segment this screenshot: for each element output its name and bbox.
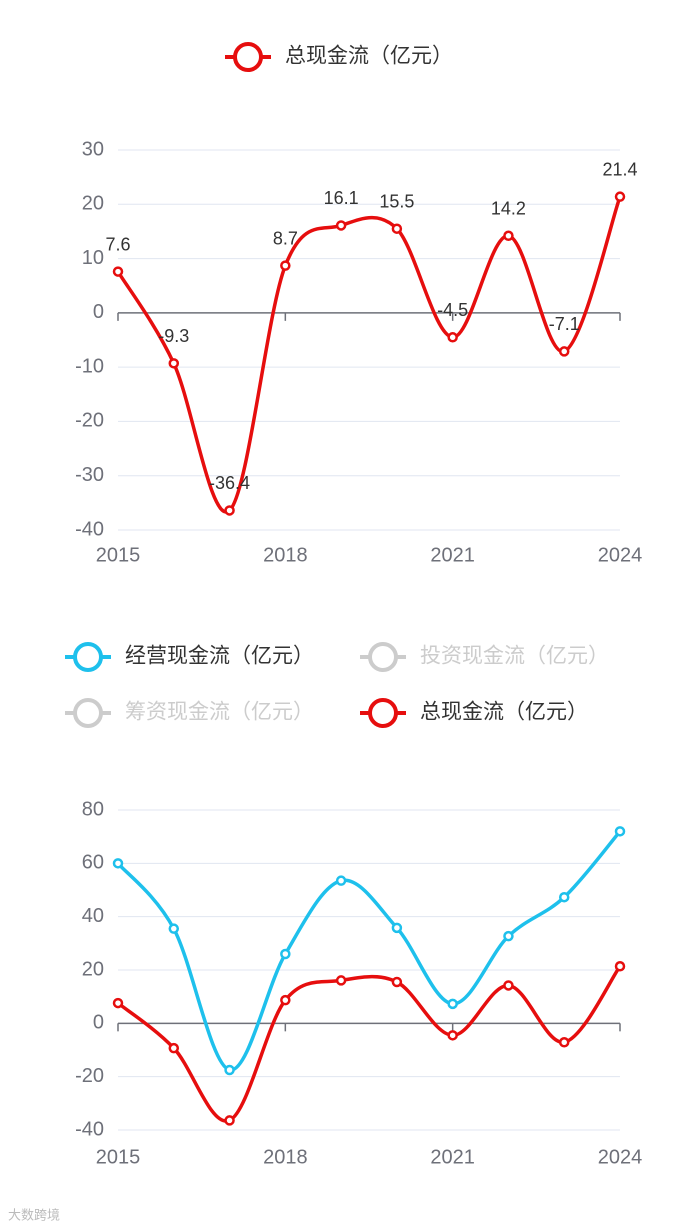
y-tick-label: 80 bbox=[82, 798, 104, 820]
data-point bbox=[112, 997, 124, 1009]
series-line bbox=[116, 830, 622, 1072]
x-tick-label: 2015 bbox=[96, 1146, 141, 1168]
data-point bbox=[391, 223, 403, 234]
data-point bbox=[335, 975, 347, 986]
data-label: 8.7 bbox=[273, 228, 298, 248]
y-tick-label: 0 bbox=[93, 1012, 104, 1034]
data-point bbox=[280, 948, 291, 960]
y-tick-label: 0 bbox=[93, 301, 104, 323]
legend-marker bbox=[73, 698, 103, 728]
y-tick-label: -20 bbox=[75, 410, 104, 432]
data-point bbox=[168, 923, 180, 934]
legend-marker bbox=[368, 642, 398, 672]
y-tick-label: -30 bbox=[75, 464, 104, 486]
legend-item[interactable]: 经营现金流（亿元） bbox=[65, 642, 314, 672]
data-point bbox=[558, 346, 570, 357]
data-point bbox=[503, 930, 514, 942]
data-point bbox=[168, 1042, 180, 1054]
data-point bbox=[447, 998, 458, 1010]
data-point bbox=[447, 1030, 458, 1041]
data-point bbox=[558, 1037, 570, 1048]
data-point bbox=[447, 332, 458, 343]
data-point bbox=[112, 266, 124, 277]
x-tick-label: 2024 bbox=[598, 544, 643, 566]
x-tick-label: 2021 bbox=[430, 1146, 475, 1168]
legend-marker bbox=[233, 42, 263, 72]
data-label: 21.4 bbox=[602, 159, 637, 179]
data-label: 7.6 bbox=[105, 234, 130, 254]
x-tick-label: 2018 bbox=[263, 544, 308, 566]
data-label: 14.2 bbox=[491, 199, 526, 219]
y-tick-label: -20 bbox=[75, 1065, 104, 1087]
legend-marker bbox=[73, 642, 103, 672]
legend-marker bbox=[368, 698, 398, 728]
x-tick-label: 2018 bbox=[263, 1146, 308, 1168]
legend-label: 经营现金流（亿元） bbox=[125, 645, 314, 668]
data-label: 15.5 bbox=[379, 191, 414, 211]
y-tick-label: 20 bbox=[82, 193, 104, 215]
data-label: -36.4 bbox=[209, 473, 250, 493]
data-point bbox=[224, 505, 235, 516]
x-tick-label: 2021 bbox=[430, 544, 475, 566]
data-label: -9.3 bbox=[158, 326, 189, 346]
series-line bbox=[116, 965, 622, 1123]
data-label: 16.1 bbox=[324, 188, 359, 208]
legend-item[interactable]: 总现金流（亿元） bbox=[225, 42, 453, 72]
data-label: -4.5 bbox=[437, 300, 468, 320]
data-point bbox=[280, 994, 291, 1006]
y-tick-label: -40 bbox=[75, 518, 104, 540]
legend-item[interactable]: 筹资现金流（亿元） bbox=[65, 698, 314, 728]
y-tick-label: 20 bbox=[82, 958, 104, 980]
data-point bbox=[168, 358, 180, 369]
data-point bbox=[335, 875, 347, 886]
data-point bbox=[224, 1115, 235, 1126]
data-point bbox=[558, 891, 570, 903]
legend-label: 总现金流（亿元） bbox=[285, 45, 453, 68]
data-point bbox=[614, 191, 626, 202]
y-tick-label: 40 bbox=[82, 905, 104, 927]
data-point bbox=[224, 1064, 235, 1076]
y-tick-label: 60 bbox=[82, 852, 104, 874]
x-tick-label: 2015 bbox=[96, 544, 141, 566]
data-point bbox=[614, 961, 626, 972]
legend-item[interactable]: 投资现金流（亿元） bbox=[360, 642, 609, 672]
y-tick-label: -10 bbox=[75, 355, 104, 377]
data-point bbox=[503, 980, 514, 991]
data-point bbox=[614, 826, 626, 837]
legend-item[interactable]: 总现金流（亿元） bbox=[360, 698, 588, 728]
watermark: 大数跨境 bbox=[8, 1207, 60, 1222]
y-tick-label: -40 bbox=[75, 1118, 104, 1140]
legend-label: 筹资现金流（亿元） bbox=[125, 701, 314, 724]
data-point bbox=[503, 230, 514, 242]
data-point bbox=[335, 220, 347, 231]
legend-label: 总现金流（亿元） bbox=[420, 701, 588, 724]
data-point bbox=[280, 260, 291, 271]
series-line bbox=[116, 196, 622, 514]
x-tick-label: 2024 bbox=[598, 1146, 643, 1168]
y-tick-label: 30 bbox=[82, 138, 104, 160]
data-point bbox=[391, 922, 403, 934]
legend-label: 投资现金流（亿元） bbox=[420, 645, 609, 668]
y-tick-label: 10 bbox=[82, 247, 104, 269]
data-label: -7.1 bbox=[549, 314, 580, 334]
data-point bbox=[112, 858, 124, 869]
data-point bbox=[391, 976, 403, 988]
